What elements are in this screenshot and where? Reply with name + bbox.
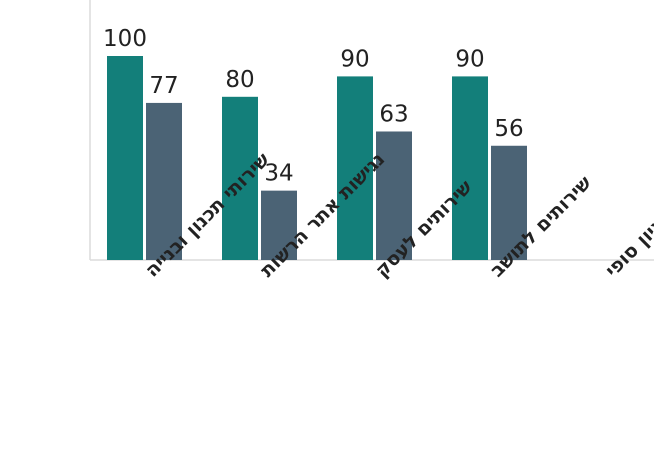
value-label-series2-cat1: 77: [149, 73, 178, 99]
bar-series2-cat2: [261, 190, 297, 260]
value-label-series1-cat2: 80: [225, 67, 254, 93]
bar-series1-cat2: [222, 96, 258, 260]
bar-series2-cat1: [146, 102, 182, 260]
value-label-series2-cat4: 56: [494, 116, 523, 142]
value-label-series1-cat1: 100: [103, 26, 147, 52]
bar-series2-cat3: [376, 131, 412, 260]
bars-group: [107, 56, 527, 261]
bar-series1-cat1: [107, 56, 143, 260]
category-label-5: ציון סופי: [601, 213, 654, 282]
value-label-series1-cat3: 90: [340, 46, 369, 72]
value-label-series2-cat2: 34: [264, 161, 293, 187]
value-label-series1-cat4: 90: [455, 46, 484, 72]
bar-series2-cat4: [491, 145, 527, 260]
bar-series1-cat4: [452, 76, 488, 261]
value-label-series2-cat3: 63: [379, 101, 408, 127]
bar-series1-cat3: [337, 76, 373, 261]
